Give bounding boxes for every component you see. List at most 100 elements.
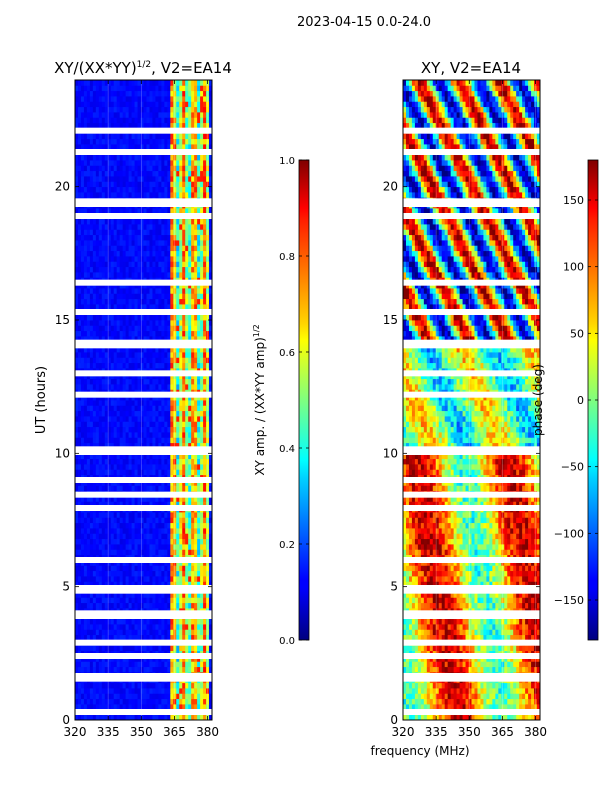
heatmap-cell (158, 421, 162, 428)
heatmap-cell (89, 400, 94, 406)
heatmap-cell (80, 165, 85, 172)
heatmap-cell (128, 592, 132, 598)
heatmap-cell (185, 592, 189, 598)
heatmap-cell (137, 533, 141, 540)
heatmap-cell (161, 485, 165, 492)
heatmap-cell (83, 522, 88, 529)
heatmap-cell (161, 400, 165, 406)
heatmap-cell (98, 496, 103, 502)
heatmap-cell (110, 320, 115, 326)
heatmap-cell (98, 698, 103, 705)
heatmap-cell (128, 442, 132, 449)
heatmap-cell (200, 666, 204, 673)
heatmap-cell (131, 208, 135, 214)
heatmap-cell (92, 469, 97, 476)
heatmap-cell (128, 629, 132, 636)
heatmap-cell (194, 704, 198, 710)
heatmap-cell (77, 682, 82, 689)
heatmap-cell (107, 549, 112, 556)
heatmap-cell (131, 634, 135, 641)
heatmap-cell (116, 522, 121, 529)
heatmap-cell (203, 298, 207, 305)
heatmap-cell (206, 357, 210, 364)
heatmap-cell (200, 714, 204, 720)
heatmap-cell (86, 618, 91, 625)
heatmap-cell (125, 688, 130, 694)
heatmap-cell (149, 416, 153, 422)
heatmap-cell (92, 538, 97, 545)
heatmap-cell (182, 698, 186, 705)
heatmap-cell (158, 208, 162, 214)
heatmap-cell (146, 165, 150, 172)
heatmap-cell (92, 618, 97, 625)
heatmap-cell (173, 688, 177, 694)
heatmap-cell (107, 544, 112, 550)
heatmap-cell (161, 714, 165, 720)
heatmap-cell (200, 378, 204, 385)
heatmap-cell (104, 272, 109, 278)
heatmap-cell (116, 576, 121, 582)
heatmap-cell (146, 346, 150, 353)
heatmap-cell (101, 266, 106, 273)
heatmap-cell (140, 266, 144, 273)
heatmap-cell (146, 325, 150, 332)
heatmap-cell (98, 384, 103, 390)
heatmap-cell (155, 512, 159, 518)
heatmap-cell (143, 522, 147, 529)
heatmap-cell (101, 570, 106, 577)
heatmap-cell (116, 661, 121, 668)
heatmap-cell (152, 266, 156, 273)
heatmap-cell (140, 400, 144, 406)
heatmap-cell (86, 682, 91, 689)
heatmap-cell (110, 602, 115, 609)
heatmap-cell (158, 426, 162, 433)
heatmap-cell (134, 714, 138, 720)
heatmap-cell (119, 496, 124, 502)
amplitude-panel: XY/(XX*YY)1/2, V2=EA14 320 335 350 365 380 0… (34, 59, 232, 739)
heatmap-cell (92, 272, 97, 278)
heatmap-cell (83, 421, 88, 428)
heatmap-cell (155, 666, 159, 673)
heatmap-cell (116, 298, 121, 305)
heatmap-cell (89, 682, 94, 689)
heatmap-cell (80, 256, 85, 262)
heatmap-cell (185, 688, 189, 694)
heatmap-cell (95, 496, 100, 502)
heatmap-cell (116, 186, 121, 193)
heatmap-cell (89, 538, 94, 545)
heatmap-cell (185, 416, 189, 422)
heatmap-cell (161, 288, 165, 294)
heatmap-cell (134, 634, 138, 641)
heatmap-cell (80, 272, 85, 278)
heatmap-cell (92, 528, 97, 534)
heatmap-cell (92, 442, 97, 449)
heatmap-cell (149, 400, 153, 406)
heatmap-cell (134, 528, 138, 534)
heatmap-cell (98, 416, 103, 422)
heatmap-cell (191, 144, 195, 150)
heatmap-cell (86, 522, 91, 529)
heatmap-cell (185, 538, 189, 545)
heatmap-cell (155, 533, 159, 540)
heatmap-cell (164, 645, 168, 652)
heatmap-cell (179, 192, 183, 198)
heatmap-cell (179, 288, 183, 294)
heatmap-cell (206, 330, 210, 337)
heatmap-cell (95, 432, 100, 438)
heatmap-cell (167, 272, 171, 278)
heatmap-cell (182, 256, 186, 262)
heatmap-cell (149, 330, 153, 337)
heatmap-cell (140, 218, 144, 225)
heatmap-cell (131, 165, 135, 172)
heatmap-cell (152, 330, 156, 337)
heatmap-cell (176, 528, 180, 534)
heatmap-cell (194, 533, 198, 540)
heatmap-cell (134, 362, 138, 369)
heatmap-cell (137, 688, 141, 694)
heatmap-cell (173, 533, 177, 540)
heatmap-cell (107, 170, 112, 177)
heatmap-cell (194, 602, 198, 609)
heatmap-cell (143, 714, 147, 720)
heatmap-cell (209, 362, 212, 369)
heatmap-cell (83, 261, 88, 268)
